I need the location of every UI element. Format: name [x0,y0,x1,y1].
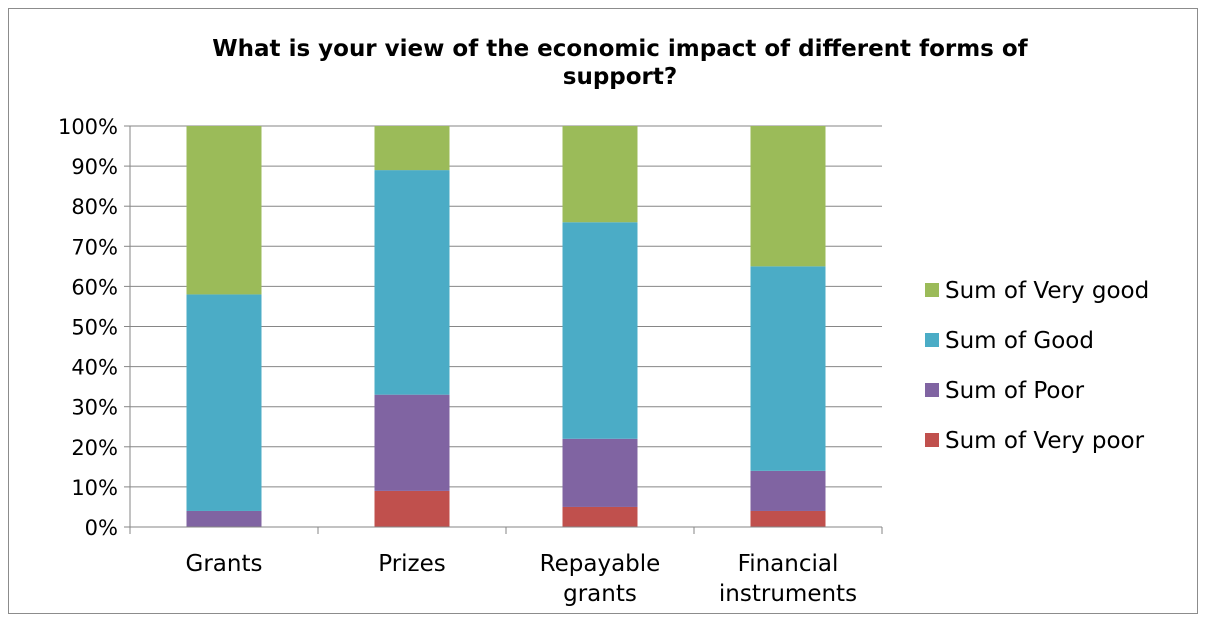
bar-segment-3-1 [750,470,826,511]
legend-label: Sum of Good [945,328,1094,354]
legend: Sum of Very good Sum of Good Sum of Poor Su… [925,278,1149,454]
bar-segment-1-3 [374,126,450,171]
legend-label: Sum of Very poor [945,428,1145,454]
x-category-labels: Grants Prizes Repayable grants Financial inst… [186,551,858,607]
y-tick-label: 80% [71,195,118,219]
chart-title-line-1: What is your view of the economic impact… [212,36,1028,62]
y-tick-label: 30% [71,396,118,420]
legend-label: Sum of Poor [945,378,1085,404]
y-tick-label: 40% [71,356,118,380]
axes [129,126,883,534]
x-category-label: Grants [186,551,263,577]
bar-segment-0-2 [186,294,262,511]
bar-segment-1-0 [374,490,450,527]
x-category-label: instruments [719,581,857,607]
bar-segment-0-1 [186,510,262,527]
bar-segment-2-0 [562,506,638,527]
bar-segment-0-3 [186,126,262,295]
y-tick-label: 20% [71,436,118,460]
bar-segment-2-2 [562,222,638,439]
y-tick-label: 70% [71,235,118,259]
bar-segment-2-3 [562,126,638,223]
legend-swatch [925,433,939,447]
y-tick-label: 60% [71,275,118,299]
x-category-label: Repayable [540,551,661,577]
x-category-label: Prizes [378,551,446,577]
bar-segment-3-2 [750,266,826,471]
chart-title-line-2: support? [563,64,677,90]
x-category-label: grants [563,581,637,607]
legend-label: Sum of Very good [945,278,1149,304]
legend-swatch [925,333,939,347]
legend-swatch [925,383,939,397]
bar-segment-1-1 [374,394,450,491]
chart-title: What is your view of the economic impact… [212,36,1028,90]
y-tick-label: 50% [71,316,118,340]
bars [186,126,826,527]
legend-swatch [925,283,939,297]
bar-segment-2-1 [562,438,638,507]
bar-segment-3-3 [750,126,826,267]
y-tick-labels: 0% 10% 20% 30% 40% 50% 60% 70% 80% 90% 100% [58,115,118,540]
y-tick-label: 90% [71,155,118,179]
bar-segment-1-2 [374,170,450,395]
y-tick-label: 10% [71,476,118,500]
x-category-label: Financial [738,551,839,577]
bar-segment-3-0 [750,510,826,527]
y-tick-label: 0% [85,516,118,540]
y-tick-label: 100% [58,115,118,139]
